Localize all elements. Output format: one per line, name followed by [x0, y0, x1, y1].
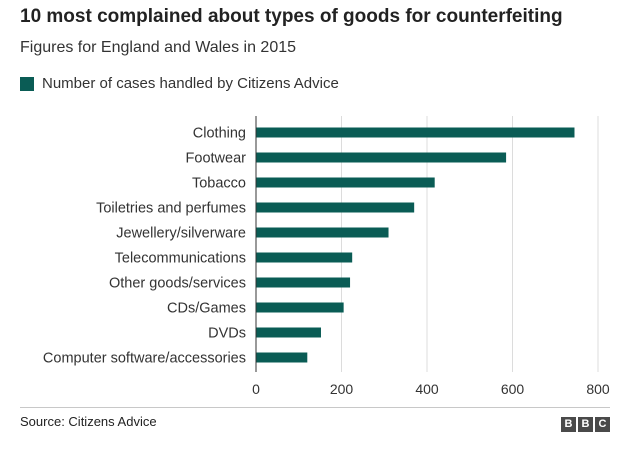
- category-label: Computer software/accessories: [43, 351, 246, 367]
- x-tick-label: 400: [415, 381, 439, 397]
- x-tick-label: 200: [330, 381, 354, 397]
- bar: [256, 302, 344, 313]
- bbc-logo-letter: B: [561, 417, 576, 432]
- legend: Number of cases handled by Citizens Advi…: [20, 75, 339, 92]
- bar: [256, 327, 321, 338]
- legend-swatch: [20, 76, 34, 91]
- bar: [256, 177, 435, 188]
- x-tick-label: 800: [586, 381, 610, 397]
- bbc-logo-letter: C: [595, 417, 610, 432]
- source-note: Source: Citizens Advice: [20, 414, 157, 429]
- category-label: Footwear: [186, 151, 247, 167]
- category-label: CDs/Games: [167, 301, 246, 317]
- footer-divider: [20, 407, 610, 408]
- bar: [256, 352, 308, 363]
- category-label: DVDs: [208, 326, 246, 342]
- category-label: Other goods/services: [109, 276, 246, 292]
- category-label: Jewellery/silverware: [116, 226, 246, 242]
- legend-label: Number of cases handled by Citizens Advi…: [42, 75, 339, 92]
- bbc-logo-letter: B: [578, 417, 593, 432]
- bar-chart: 0 200 400 600 800 Clothing Footwear Tobacco Toil…: [43, 116, 610, 397]
- bar: [256, 277, 351, 288]
- category-label: Toiletries and perfumes: [96, 201, 246, 217]
- category-label: Clothing: [193, 126, 246, 142]
- bar: [256, 127, 575, 138]
- chart-title: 10 most complained about types of goods …: [20, 6, 563, 27]
- chart-subtitle: Figures for England and Wales in 2015: [20, 39, 297, 56]
- bar: [256, 252, 353, 263]
- x-tick-label: 600: [501, 381, 525, 397]
- bbc-logo: B B C: [561, 417, 610, 432]
- bar: [256, 152, 507, 163]
- bar: [256, 202, 415, 213]
- category-label: Tobacco: [192, 176, 246, 192]
- x-tick-label: 0: [252, 381, 260, 397]
- bar: [256, 227, 389, 238]
- category-label: Telecommunications: [115, 251, 246, 267]
